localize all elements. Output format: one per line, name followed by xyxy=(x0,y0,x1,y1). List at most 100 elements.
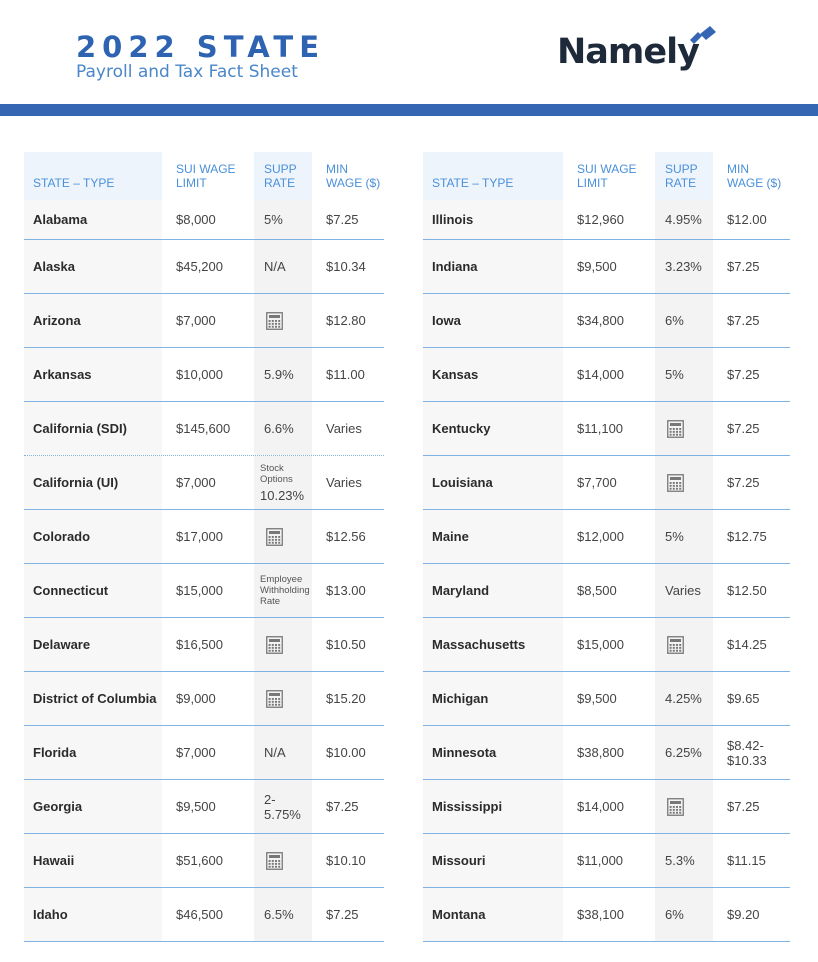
min-wage: $8.42- $10.33 xyxy=(713,726,790,779)
column-header-supp: SUPP RATE xyxy=(655,152,713,200)
state-name: Idaho xyxy=(24,888,162,941)
supp-rate: 5% xyxy=(254,200,312,239)
table-row: Montana $38,100 6% $9.20 xyxy=(423,888,790,942)
table-row: Missouri $11,000 5.3% $11.15 xyxy=(423,834,790,888)
sui-wage-limit: $14,000 xyxy=(577,799,624,814)
supp-rate: 6.5% xyxy=(254,888,312,941)
state-name: Minnesota xyxy=(423,726,563,779)
min-wage: $14.25 xyxy=(727,637,767,652)
supp-note-line: Options xyxy=(260,473,293,485)
sui-wage-limit: $9,500 xyxy=(176,799,216,814)
state-name: Montana xyxy=(423,888,563,941)
state-name: California (UI) xyxy=(24,456,162,509)
sui-wage-limit: $11,100 xyxy=(577,421,624,436)
state-name: Louisiana xyxy=(423,456,563,509)
table-row: Indiana $9,500 3.23% $7.25 xyxy=(423,240,790,294)
sui-wage-limit: $7,000 xyxy=(176,475,216,490)
state-name: Iowa xyxy=(423,294,563,347)
min-wage: $13.00 xyxy=(326,583,366,598)
min-wage: Varies xyxy=(326,421,362,436)
state-name: Maine xyxy=(423,510,563,563)
sui-wage-limit: $9,500 xyxy=(577,691,617,706)
table-row: Connecticut $15,000 Employee Withholding Rat… xyxy=(24,564,384,618)
table-row: Hawaii $51,600 $10.10 xyxy=(24,834,384,888)
supp-rate: 5% xyxy=(655,348,713,401)
namely-logo: Namely xyxy=(557,26,716,76)
state-name: Massachusetts xyxy=(423,618,563,671)
page-subtitle: Payroll and Tax Fact Sheet xyxy=(76,62,298,82)
min-wage: $9.20 xyxy=(727,907,760,922)
supp-rate: 6% xyxy=(655,294,713,347)
supp-rate xyxy=(254,672,312,725)
column-header-sui: SUI WAGE LIMIT xyxy=(563,152,655,200)
supp-note-line: Withholding xyxy=(260,585,310,596)
column-header-line: WAGE ($) xyxy=(326,176,381,190)
table-row: Florida $7,000 N/A $10.00 xyxy=(24,726,384,780)
calculator-icon xyxy=(667,419,684,438)
min-wage: $7.25 xyxy=(326,212,359,227)
logo-mark-icon xyxy=(690,26,716,44)
table-row: Arkansas $10,000 5.9% $11.00 xyxy=(24,348,384,402)
supp-rate: 3.23% xyxy=(655,240,713,293)
supp-rate xyxy=(254,834,312,887)
supp-rate: 4.25% xyxy=(655,672,713,725)
state-name: Connecticut xyxy=(24,564,162,617)
table-row: Iowa $34,800 6% $7.25 xyxy=(423,294,790,348)
calculator-icon xyxy=(667,797,684,816)
min-wage: $7.25 xyxy=(727,313,760,328)
min-wage: $10.50 xyxy=(326,637,366,652)
sui-wage-limit: $145,600 xyxy=(176,421,231,436)
sui-wage-limit: $8,000 xyxy=(176,212,216,227)
sui-wage-limit: $7,000 xyxy=(176,745,216,760)
table-header: STATE – TYPE SUI WAGE LIMIT SUPP RATE MIN WAGE… xyxy=(24,152,384,200)
column-header-line: MIN xyxy=(727,162,749,176)
sui-wage-limit: $17,000 xyxy=(176,529,223,544)
min-wage: $11.15 xyxy=(727,853,766,868)
sui-wage-limit: $15,000 xyxy=(176,583,223,598)
state-name: Alaska xyxy=(24,240,162,293)
column-header-line: STATE – TYPE xyxy=(33,176,115,190)
column-header-line: WAGE ($) xyxy=(727,176,782,190)
sui-wage-limit: $14,000 xyxy=(577,367,624,382)
column-header-line: MIN xyxy=(326,162,348,176)
state-name: District of Columbia xyxy=(24,672,162,725)
sui-wage-limit: $9,500 xyxy=(577,259,617,274)
calculator-icon xyxy=(266,851,283,870)
supp-rate: 6.25% xyxy=(655,726,713,779)
min-wage: $7.25 xyxy=(727,475,760,490)
state-name: Alabama xyxy=(24,200,162,239)
sui-wage-limit: $15,000 xyxy=(577,637,624,652)
table-row: Massachusetts $15,000 $14.25 xyxy=(423,618,790,672)
state-name: Arkansas xyxy=(24,348,162,401)
state-name: Arizona xyxy=(24,294,162,347)
supp-rate: N/A xyxy=(254,726,312,779)
min-wage: $12.00 xyxy=(727,212,767,227)
table-row: Idaho $46,500 6.5% $7.25 xyxy=(24,888,384,942)
table-row: Maryland $8,500 Varies $12.50 xyxy=(423,564,790,618)
state-name: Kentucky xyxy=(423,402,563,455)
supp-rate: Employee Withholding Rate xyxy=(254,564,312,617)
state-name: Colorado xyxy=(24,510,162,563)
supp-rate: 6% xyxy=(655,888,713,941)
table-row: Alaska $45,200 N/A $10.34 xyxy=(24,240,384,294)
min-wage: $7.25 xyxy=(727,367,760,382)
supp-rate-value: 10.23% xyxy=(260,487,305,503)
page-title: 2022 STATE xyxy=(76,30,326,64)
state-name: Hawaii xyxy=(24,834,162,887)
supp-rate-note: Employee Withholding Rate xyxy=(260,574,310,607)
supp-rate xyxy=(655,402,713,455)
column-header-line: SUPP xyxy=(665,162,698,176)
supp-rate xyxy=(254,294,312,347)
state-name: California (SDI) xyxy=(24,402,162,455)
column-header-sui: SUI WAGE LIMIT xyxy=(162,152,254,200)
supp-rate xyxy=(254,618,312,671)
supp-rate xyxy=(655,618,713,671)
state-name: Missouri xyxy=(423,834,563,887)
table-row: Arizona $7,000 $12.80 xyxy=(24,294,384,348)
sui-wage-limit: $46,500 xyxy=(176,907,223,922)
table-row: Maine $12,000 5% $12.75 xyxy=(423,510,790,564)
state-name: Michigan xyxy=(423,672,563,725)
table-header: STATE – TYPE SUI WAGE LIMIT SUPP RATE MIN WAGE… xyxy=(423,152,790,200)
sui-wage-limit: $10,000 xyxy=(176,367,223,382)
state-name: Illinois xyxy=(423,200,563,239)
